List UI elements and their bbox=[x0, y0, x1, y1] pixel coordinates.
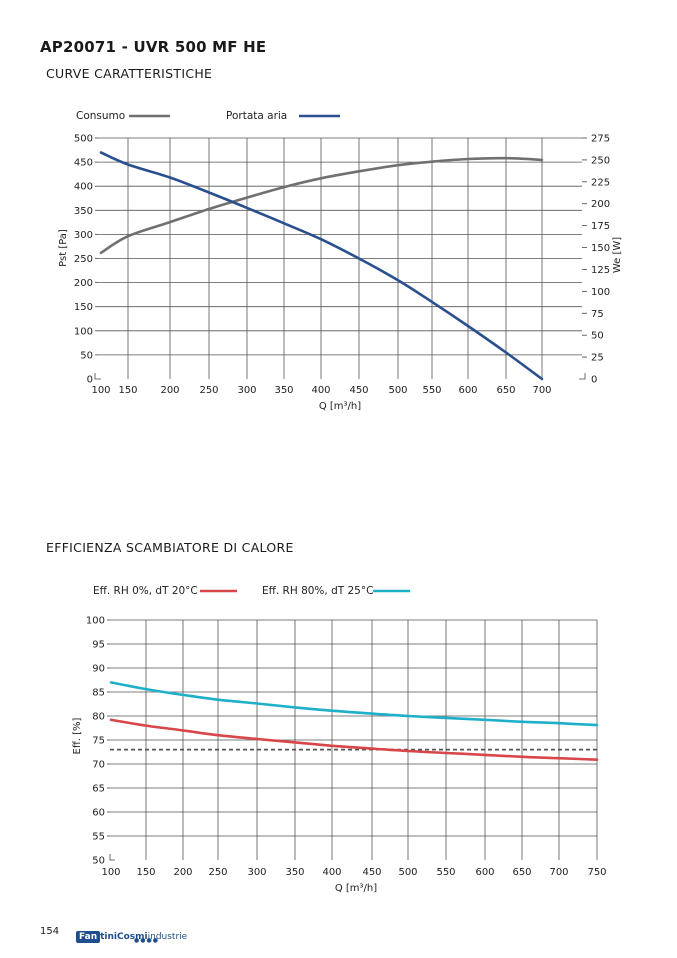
x-tick-label: 400 bbox=[322, 867, 341, 878]
x-tick-label: 200 bbox=[173, 867, 192, 878]
y2-tick-label: 200 bbox=[591, 199, 610, 210]
x-tick-label: 600 bbox=[458, 385, 477, 396]
x-tick-label: 250 bbox=[208, 867, 227, 878]
y-tick-label: 0 bbox=[87, 375, 93, 386]
y-tick-label: 65 bbox=[92, 784, 105, 795]
y2-tick-label: 0 bbox=[591, 375, 597, 386]
legend-label-portata-aria: Portata aria bbox=[226, 110, 287, 122]
axis-corner-left bbox=[109, 854, 115, 861]
legend-label-consumo: Consumo bbox=[76, 110, 125, 122]
x-tick-label: 300 bbox=[237, 385, 256, 396]
logo-text-suffix: industrie bbox=[147, 932, 188, 942]
series-line-eff-rh80 bbox=[109, 681, 599, 727]
y-tick-label: 200 bbox=[74, 278, 93, 289]
section-title-efficiency: EFFICIENZA SCAMBIATORE DI CALORE bbox=[46, 540, 294, 555]
series-line-eff-rh0 bbox=[109, 718, 599, 761]
y-tick-label: 300 bbox=[74, 230, 93, 241]
y-tick-label: 80 bbox=[92, 712, 105, 723]
y-tick-label: 500 bbox=[74, 134, 93, 145]
x-axis-label: Q [m³/h] bbox=[319, 401, 361, 412]
x-tick-label: 500 bbox=[398, 867, 417, 878]
x-tick-label: 600 bbox=[475, 867, 494, 878]
x-tick-label: 350 bbox=[274, 385, 293, 396]
y-tick-label: 350 bbox=[74, 206, 93, 217]
axis-corner-left bbox=[94, 373, 101, 380]
series-line-portata-aria bbox=[99, 151, 544, 381]
y-tick-label: 55 bbox=[92, 832, 105, 843]
x-tick-label: 550 bbox=[422, 385, 441, 396]
axis-corner-right bbox=[579, 373, 586, 380]
x-tick-label: 350 bbox=[285, 867, 304, 878]
logo-mark: Fan bbox=[76, 931, 101, 943]
y2-tick-label: 175 bbox=[591, 221, 610, 232]
y-tick-label: 85 bbox=[92, 688, 105, 699]
x-tick-label: 650 bbox=[512, 867, 531, 878]
x-tick-label: 700 bbox=[549, 867, 568, 878]
y-tick-label: 75 bbox=[92, 736, 105, 747]
y-tick-label: 400 bbox=[74, 182, 93, 193]
y-tick-label: 50 bbox=[92, 856, 105, 867]
company-logo: Fan tiniCosmiindustrie ●●●● bbox=[76, 924, 187, 944]
x-tick-label: 650 bbox=[496, 385, 515, 396]
page-title: AP20071 - UVR 500 MF HE bbox=[40, 38, 267, 56]
y-tick-label: 250 bbox=[74, 254, 93, 265]
y2-tick-label: 75 bbox=[591, 309, 604, 320]
x-tick-label: 300 bbox=[247, 867, 266, 878]
y2-tick-label: 50 bbox=[591, 331, 604, 342]
x-tick-label: 200 bbox=[160, 385, 179, 396]
x-tick-label: 150 bbox=[136, 867, 155, 878]
x-tick-label: 550 bbox=[436, 867, 455, 878]
y-tick-label: 450 bbox=[74, 158, 93, 169]
x-tick-label: 100 bbox=[91, 385, 110, 396]
y2-tick-label: 100 bbox=[591, 287, 610, 298]
y2-axis-label: We [W] bbox=[612, 237, 623, 273]
y2-tick-label: 275 bbox=[591, 134, 610, 145]
y-tick-label: 100 bbox=[74, 326, 93, 337]
x-tick-label: 700 bbox=[532, 385, 551, 396]
y-tick-label: 60 bbox=[92, 808, 105, 819]
x-tick-label: 250 bbox=[199, 385, 218, 396]
y2-tick-label: 250 bbox=[591, 155, 610, 166]
logo-text: tiniCosmi bbox=[100, 932, 148, 942]
y2-tick-label: 150 bbox=[591, 243, 610, 254]
y2-tick-label: 25 bbox=[591, 353, 604, 364]
x-tick-label: 450 bbox=[349, 385, 368, 396]
series-line-consumo bbox=[99, 156, 544, 255]
y-tick-label: 100 bbox=[86, 616, 105, 627]
x-tick-label: 450 bbox=[362, 867, 381, 878]
y2-tick-label: 125 bbox=[591, 265, 610, 276]
section-title-curves: CURVE CARATTERISTICHE bbox=[46, 66, 213, 81]
y-axis-label: Eff. [%] bbox=[72, 717, 83, 754]
x-axis-label: Q [m³/h] bbox=[335, 883, 377, 894]
y-tick-label: 90 bbox=[92, 664, 105, 675]
y-tick-label: 150 bbox=[74, 302, 93, 313]
x-tick-label: 400 bbox=[311, 385, 330, 396]
y-tick-label: 95 bbox=[92, 640, 105, 651]
x-tick-label: 750 bbox=[587, 867, 606, 878]
y-tick-label: 50 bbox=[80, 350, 93, 361]
y-axis-label: Pst [Pa] bbox=[58, 229, 69, 267]
legend-label-eff-rh0: Eff. RH 0%, dT 20°C bbox=[93, 585, 198, 597]
x-tick-label: 150 bbox=[118, 385, 137, 396]
x-tick-label: 500 bbox=[388, 385, 407, 396]
y-tick-label: 70 bbox=[92, 760, 105, 771]
legend-label-eff-rh80: Eff. RH 80%, dT 25°C bbox=[262, 585, 373, 597]
y2-tick-label: 225 bbox=[591, 177, 610, 188]
x-tick-label: 100 bbox=[101, 867, 120, 878]
page-number: 154 bbox=[40, 926, 60, 937]
logo-dots: ●●●● bbox=[134, 937, 159, 944]
